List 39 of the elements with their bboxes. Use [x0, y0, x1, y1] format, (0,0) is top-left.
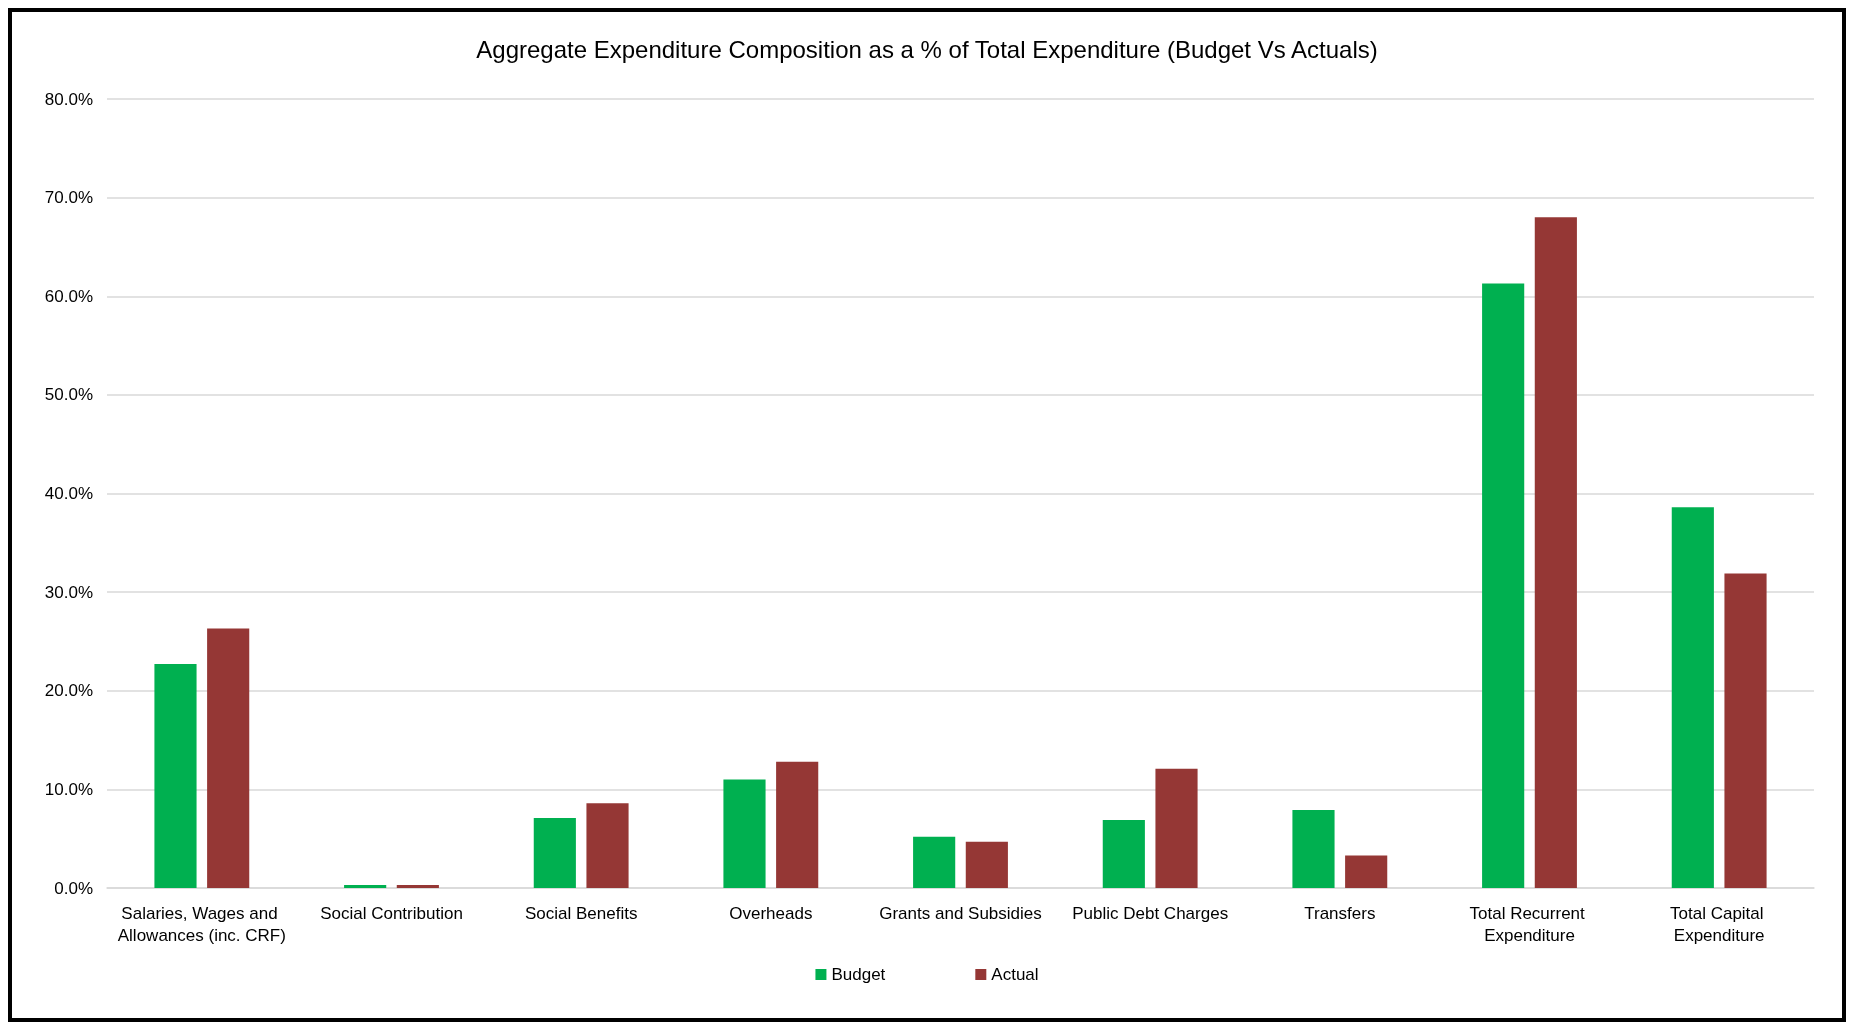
bar [344, 885, 387, 888]
bar [1155, 768, 1198, 888]
y-tick-label: 30.0% [44, 582, 93, 602]
y-tick-label: 50.0% [44, 385, 93, 405]
bar [1482, 283, 1525, 888]
bar [1102, 819, 1145, 888]
bar [396, 885, 439, 888]
y-tick-label: 0.0% [54, 878, 93, 898]
bar [723, 779, 766, 888]
x-tick-label: Social Benefits [524, 903, 638, 923]
x-tick-label: Public Debt Charges [1072, 903, 1229, 923]
bar [1534, 217, 1577, 888]
bar [1671, 507, 1714, 888]
bar [207, 628, 250, 888]
bar [154, 664, 197, 888]
bar [776, 761, 819, 888]
bar [1724, 573, 1767, 888]
legend-label: Actual [991, 965, 1039, 984]
x-tick-label: Total Capital Expenditure [1670, 903, 1769, 945]
bar [965, 841, 1008, 888]
x-tick-label: Total Recurrent Expenditure [1469, 903, 1590, 945]
legend-label: Budget [831, 965, 886, 984]
y-tick-label: 20.0% [44, 681, 93, 701]
x-tick-label: Grants and Subsidies [879, 903, 1042, 923]
x-tick-label: Salaries, Wages and Allowances (inc. CRF) [117, 903, 286, 945]
bar [913, 836, 956, 888]
y-tick-label: 70.0% [44, 188, 93, 208]
bar [586, 803, 629, 888]
x-tick-label: Social Contribution [320, 903, 463, 923]
bar [1345, 855, 1388, 888]
bar [533, 817, 576, 888]
y-tick-label: 40.0% [44, 484, 93, 503]
x-tick-label: Transfers [1304, 903, 1376, 923]
y-tick-label: 60.0% [44, 286, 93, 306]
y-tick-label: 80.0% [44, 89, 93, 109]
x-tick-label: Overheads [729, 903, 813, 923]
bar [1292, 810, 1335, 888]
chart-title: Aggregate Expenditure Composition as a % of Total Expenditure (Budget Vs Actuals) [476, 35, 1378, 63]
y-tick-label: 10.0% [44, 779, 93, 799]
